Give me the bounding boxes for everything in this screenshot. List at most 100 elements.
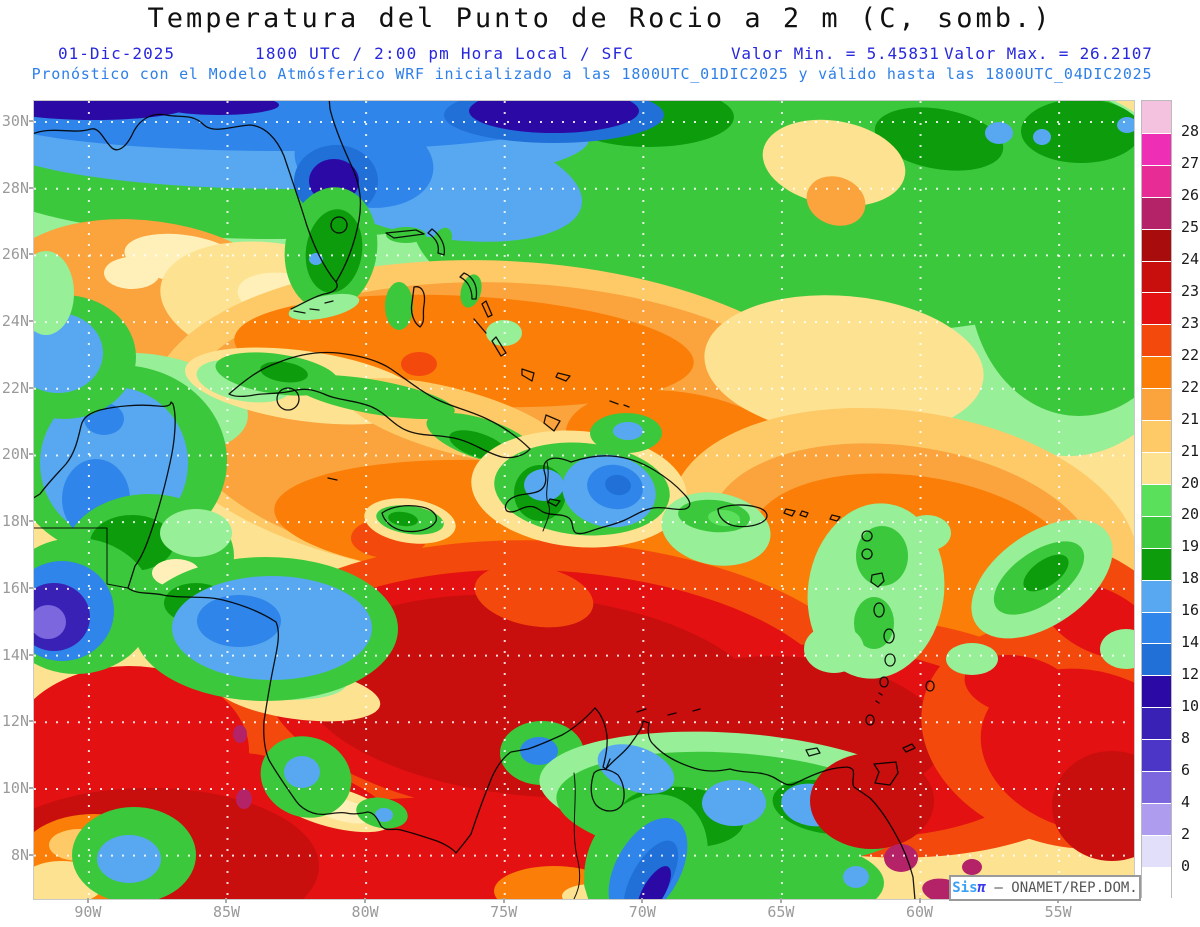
- lon-tick-mark: [779, 898, 782, 903]
- lon-tick-mark: [225, 898, 228, 903]
- colorbar-boundary-label: 20: [1181, 505, 1200, 524]
- coastline-lesser-antilles: [783, 508, 935, 726]
- field-blob-blue: [520, 737, 558, 765]
- colorbar-boundary-label: 14: [1181, 633, 1200, 652]
- field-blob-green: [293, 375, 455, 419]
- field-blob-mint: [1100, 629, 1134, 669]
- colorbar-boundary-label: 23: [1181, 313, 1200, 332]
- colorbar-cell-violet: [1142, 739, 1171, 772]
- colorbar-cell-violet_dark: [1142, 707, 1171, 740]
- valid-time: 1800 UTC / 2:00 pm Hora Local / SFC: [255, 44, 635, 63]
- colorbar-boundary-label: 2: [1181, 824, 1191, 843]
- coastline-cuba: [228, 351, 531, 459]
- colorbar-cell-magenta: [1142, 132, 1171, 165]
- colorbar-boundary-label: 20.5: [1181, 473, 1200, 492]
- colorbar-cell-lavender: [1142, 834, 1171, 867]
- coastline-jamaica: [381, 505, 438, 533]
- field-blob-blue_light: [375, 808, 393, 822]
- field-blob-blue_light: [97, 835, 161, 883]
- lat-tick-label: 30N: [1, 112, 29, 130]
- colorbar-cell-pink_deep: [1142, 164, 1171, 197]
- colorbar-boundary-label: 6: [1181, 760, 1191, 779]
- lon-tick-mark: [641, 898, 644, 903]
- page-title: Temperatura del Punto de Rocio a 2 m (C,…: [147, 3, 1053, 34]
- colorbar-cell-blue_deep: [1142, 643, 1171, 676]
- colorbar-cell-purple_light: [1142, 802, 1171, 835]
- colorbar-boundary-label: 10: [1181, 696, 1200, 715]
- field-blob-mint: [903, 515, 951, 551]
- lake-maracaibo: [590, 758, 625, 812]
- colorbar-cell-orange: [1142, 356, 1171, 389]
- coastline-margarita-abc: [636, 708, 821, 757]
- lake-okeechobee: [330, 216, 348, 234]
- colorbar-boundary-label: 22: [1181, 377, 1200, 396]
- field-blob-green: [856, 526, 908, 586]
- colorbar-cell-raspberry: [1142, 196, 1171, 229]
- colorbar-cell-blue_light: [1142, 579, 1171, 612]
- badge-sis: Sis: [952, 880, 978, 896]
- field-blob-green_dark: [1021, 101, 1134, 163]
- colorbar-cell-orange_light: [1142, 388, 1171, 421]
- lon-tick-mark: [86, 898, 89, 903]
- field-blob-cream: [104, 257, 160, 289]
- field-blob-green: [385, 282, 413, 330]
- contour-field: [34, 101, 1134, 899]
- lat-tick-label: 10N: [1, 778, 29, 797]
- colorbar-cell-red_dark: [1142, 260, 1171, 293]
- field-blob-purple: [34, 605, 66, 639]
- colorbar-boundary-label: 19: [1181, 537, 1200, 556]
- lon-tick-mark: [364, 898, 367, 903]
- field-blob-raspberry: [236, 789, 252, 809]
- lon-tick-label: 65W: [767, 903, 795, 921]
- lat-tick-label: 12N: [1, 712, 29, 731]
- lon-tick-mark: [918, 898, 921, 903]
- coastline-florida-keys: [293, 300, 334, 314]
- lat-tick-mark: [29, 853, 33, 856]
- lon-tick-label: 60W: [905, 903, 934, 921]
- isla-juventud: [276, 387, 300, 411]
- graticule: [34, 101, 1134, 899]
- field-blob-orange_red: [591, 546, 621, 566]
- field-blob-green_dark: [388, 511, 418, 527]
- colorbar-cell-pink_light: [1142, 101, 1171, 133]
- lat-tick-mark: [29, 186, 33, 189]
- lat-tick-mark: [29, 320, 33, 323]
- colorbar-cell-green_dark: [1142, 547, 1171, 580]
- colorbar-boundary-label: 4: [1181, 792, 1191, 811]
- colorbar-boundary-label: 21: [1181, 441, 1200, 460]
- field-blob-mint: [34, 251, 74, 335]
- colorbar-boundary-label: 28: [1181, 122, 1200, 141]
- lat-tick-mark: [29, 386, 33, 389]
- coastline-puerto-rico: [717, 504, 768, 528]
- colorbar-cell-red_dark2: [1142, 228, 1171, 261]
- field-blob-raspberry: [962, 859, 982, 875]
- colorbar-cell-white: [1142, 866, 1171, 899]
- colorbar-boundary-label: 0: [1181, 856, 1191, 875]
- field-blob-blue_light: [843, 866, 869, 888]
- field-blob-mint: [288, 293, 360, 321]
- field-blob-green_dark: [260, 361, 308, 383]
- colorbar-boundary-label: 25: [1181, 218, 1200, 237]
- lon-tick-label: 90W: [74, 903, 102, 921]
- lon-tick-label: 55W: [1044, 903, 1072, 921]
- lon-tick-label: 75W: [490, 903, 518, 921]
- colorbar-cell-green_light: [1142, 483, 1171, 516]
- coastline-hispaniola: [504, 455, 691, 535]
- lat-tick-mark: [29, 720, 33, 723]
- field-blob-blue_light: [985, 122, 1013, 144]
- coastline-cayman: [327, 477, 338, 481]
- field-blob-red: [964, 654, 1074, 718]
- coastlines: [34, 101, 935, 899]
- colorbar-boundary-label: 16: [1181, 601, 1200, 620]
- field-blob-orange_red: [401, 352, 437, 376]
- border-colombia-venezuela: [573, 772, 581, 899]
- value-min-label: Valor Min. = 5.45831: [731, 44, 940, 63]
- border-haiti-dr: [542, 461, 550, 532]
- colorbar: [1141, 100, 1172, 899]
- lon-tick-label: 70W: [628, 903, 656, 921]
- lat-tick-mark: [29, 453, 33, 456]
- valid-date: 01-Dic-2025: [58, 44, 175, 63]
- lat-tick-label: 28N: [1, 178, 29, 197]
- colorbar-cell-khaki: [1142, 451, 1171, 484]
- colorbar-boundary-label: 23.5: [1181, 282, 1200, 301]
